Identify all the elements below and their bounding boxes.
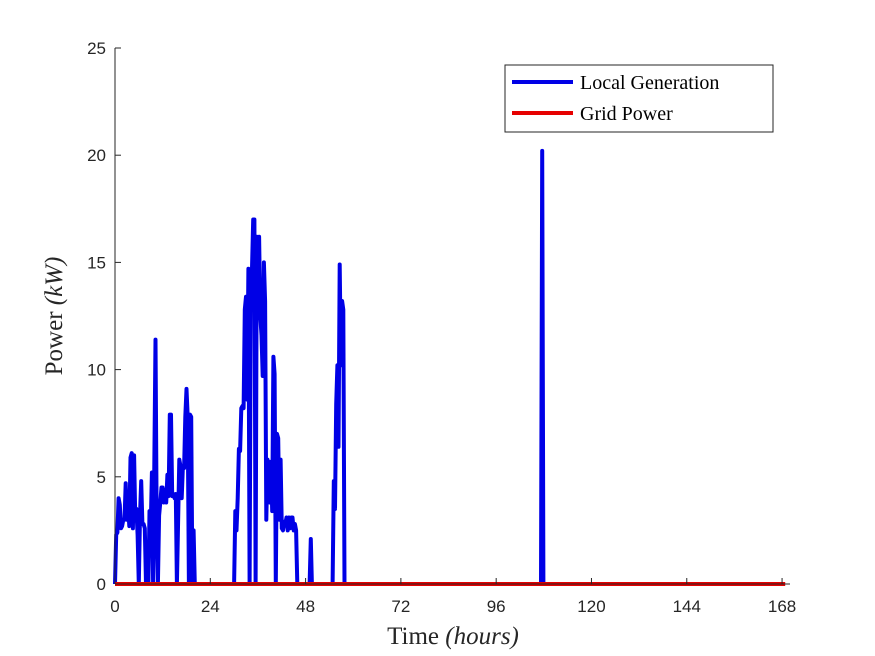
y-tick-label: 20 bbox=[87, 146, 106, 165]
y-tick-label: 15 bbox=[87, 253, 106, 272]
y-axis-title-text: Power bbox=[41, 305, 68, 375]
legend-label-grid-power: Grid Power bbox=[580, 103, 673, 125]
x-tick-label: 168 bbox=[768, 597, 796, 616]
x-axis-title: Time (hours) bbox=[387, 623, 519, 650]
series-line-local-generation bbox=[113, 148, 784, 586]
x-tick-label: 24 bbox=[201, 597, 220, 616]
y-axis-title-unit: (kW) bbox=[41, 257, 68, 306]
y-axis: 0 5 10 15 20 25 bbox=[87, 39, 121, 594]
legend-label-local-generation: Local Generation bbox=[580, 72, 719, 94]
x-axis-title-unit: (hours) bbox=[445, 623, 519, 650]
legend-box bbox=[504, 64, 774, 133]
legend: Local Generation Grid Power bbox=[504, 64, 774, 133]
x-tick-label: 120 bbox=[577, 597, 605, 616]
x-axis: 0 24 48 72 96 120 144 168 bbox=[110, 578, 796, 616]
x-axis-title-text: Time bbox=[387, 623, 445, 650]
x-tick-label: 72 bbox=[391, 597, 410, 616]
y-tick-label: 0 bbox=[97, 575, 106, 594]
y-tick-label: 25 bbox=[87, 39, 106, 58]
x-tick-label: 96 bbox=[487, 597, 506, 616]
x-tick-label: 144 bbox=[673, 597, 701, 616]
y-tick-label: 5 bbox=[97, 468, 106, 487]
x-tick-label: 48 bbox=[296, 597, 315, 616]
y-tick-label: 10 bbox=[87, 361, 106, 380]
x-tick-label: 0 bbox=[110, 597, 119, 616]
y-axis-title: Power (kW) bbox=[41, 257, 68, 376]
